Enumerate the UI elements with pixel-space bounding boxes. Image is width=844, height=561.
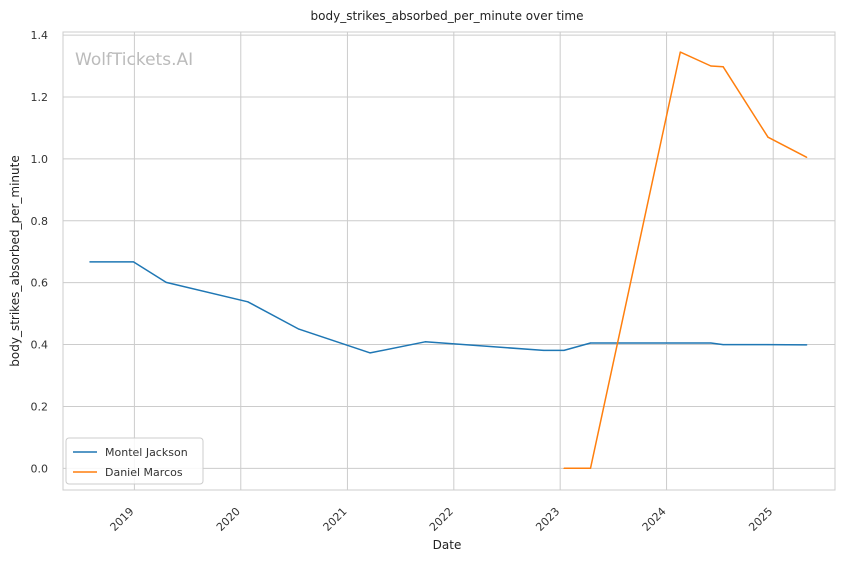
- x-tick-label: 2025: [746, 505, 775, 534]
- legend-box: [65, 437, 204, 485]
- x-tick-label: 2024: [640, 505, 669, 534]
- y-tick-label: 0.6: [31, 277, 49, 290]
- data-point: [563, 349, 565, 352]
- data-point: [806, 344, 808, 346]
- data-point: [542, 349, 545, 352]
- legend-label: Montel Jackson: [105, 446, 188, 459]
- y-tick-label: 1.2: [31, 91, 49, 104]
- y-tick-label: 1.4: [31, 29, 49, 42]
- data-point: [767, 343, 769, 346]
- plot-area: [62, 31, 836, 491]
- data-point: [710, 65, 712, 67]
- y-gridlines: [63, 34, 835, 469]
- data-point: [247, 301, 249, 303]
- x-axis-title: Date: [433, 538, 462, 552]
- data-point: [767, 136, 769, 138]
- y-tick-label: 0.4: [31, 339, 49, 352]
- x-tick-label: 2022: [427, 505, 456, 534]
- data-point: [589, 342, 592, 344]
- y-tick-label: 0.2: [31, 400, 49, 413]
- series-layer: [89, 51, 808, 470]
- data-point: [298, 328, 300, 330]
- data-point: [679, 51, 681, 53]
- data-point: [424, 341, 426, 343]
- data-point: [710, 342, 712, 344]
- y-axis-tick-labels: 0.0 0.2 0.4 0.6 0.8 1.0 1.2 1.4: [31, 29, 49, 475]
- x-tick-label: 2023: [533, 505, 562, 534]
- data-point: [806, 156, 808, 158]
- legend-label: Daniel Marcos: [105, 466, 183, 479]
- watermark-text: WolfTickets.AI: [75, 50, 193, 70]
- x-tick-label: 2020: [214, 505, 243, 534]
- y-tick-label: 0.8: [31, 215, 49, 228]
- data-point: [589, 467, 592, 469]
- data-point: [563, 467, 565, 469]
- chart-title: body_strikes_absorbed_per_minute over ti…: [311, 9, 584, 23]
- data-point: [132, 261, 135, 263]
- y-tick-label: 1.0: [31, 153, 49, 166]
- series-line: [89, 261, 807, 354]
- data-point: [369, 352, 371, 354]
- data-point: [722, 66, 724, 68]
- y-tick-label: 0.0: [31, 462, 49, 475]
- legend: Montel Jackson Daniel Marcos: [65, 437, 204, 485]
- data-point: [89, 261, 91, 263]
- x-axis-tick-labels: 2019 2020 2021 2022 2023 2024 2025: [108, 505, 776, 534]
- y-axis-title: body_strikes_absorbed_per_minute: [8, 155, 22, 366]
- data-point: [165, 281, 167, 283]
- x-gridlines: [133, 32, 774, 490]
- x-tick-label: 2021: [321, 505, 350, 534]
- data-point: [722, 343, 724, 346]
- x-tick-label: 2019: [108, 505, 137, 534]
